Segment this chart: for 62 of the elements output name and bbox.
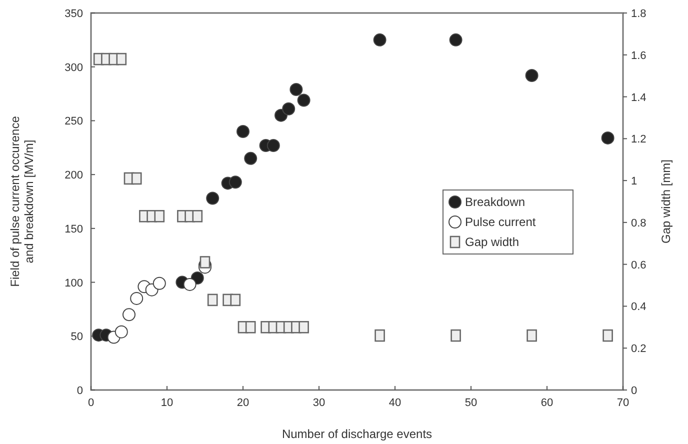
legend-label: Breakdown	[465, 195, 526, 209]
point	[152, 276, 166, 290]
point	[236, 124, 250, 138]
point	[450, 329, 461, 342]
x-tick-label: 10	[160, 397, 174, 409]
point	[130, 292, 144, 305]
point	[245, 321, 256, 334]
x-tick-label: 0	[88, 397, 94, 409]
point	[526, 329, 537, 342]
x-tick-label: 60	[540, 397, 554, 409]
y-tick-label: 250	[64, 116, 83, 128]
x-tick-label: 50	[464, 397, 478, 409]
y2-tick-label: 0.2	[631, 343, 646, 356]
point	[200, 256, 210, 268]
point	[525, 68, 538, 82]
y2-tick-label: 1	[631, 176, 638, 188]
point	[374, 329, 385, 342]
point	[373, 33, 386, 46]
y-axis-title: Field of pulse current occurence and breakdown [MV/m]	[8, 116, 36, 287]
y2-tick-label: 1.4	[631, 92, 646, 104]
legend-label: Gap width	[465, 235, 520, 249]
point	[601, 131, 614, 144]
y-tick-label: 50	[70, 331, 83, 344]
point	[230, 294, 241, 306]
y-tick-label: 0	[76, 385, 83, 397]
y-tick-label: 150	[64, 223, 83, 236]
point	[244, 152, 258, 165]
point	[298, 321, 309, 334]
y-tick-label: 200	[64, 170, 83, 182]
y2-tick-label: 1.6	[631, 50, 646, 62]
y-tick-label: 350	[64, 8, 83, 20]
point	[297, 94, 310, 107]
x-tick-label: 40	[388, 397, 402, 409]
point	[131, 172, 142, 185]
point	[290, 82, 303, 96]
y-tick-label: 300	[64, 62, 83, 74]
point	[282, 102, 296, 116]
x-axis-title: Number of discharge events	[282, 427, 432, 441]
y2-tick-label: 0.6	[631, 259, 646, 272]
y2-tick-label: 0.8	[631, 217, 646, 230]
point	[206, 192, 220, 205]
legend-label: Pulse current	[465, 215, 536, 229]
point	[183, 278, 196, 291]
point	[192, 210, 203, 222]
point	[266, 138, 280, 152]
y2-axis-title: Gap width [mm]	[659, 159, 673, 244]
point	[154, 210, 165, 222]
point	[122, 308, 136, 322]
point	[114, 325, 128, 338]
point	[449, 33, 462, 46]
x-tick-label: 70	[616, 397, 630, 409]
y2-tick-label: 1.2	[631, 134, 646, 146]
point	[116, 52, 127, 66]
x-tick-label: 30	[312, 397, 326, 409]
y-tick-label: 100	[64, 277, 83, 290]
y2-tick-label: 0.4	[631, 301, 646, 314]
y2-tick-label: 1.8	[631, 8, 646, 20]
point	[228, 176, 242, 189]
point	[207, 294, 218, 306]
point	[602, 329, 613, 342]
x-tick-label: 20	[236, 397, 250, 409]
y2-tick-label: 0	[631, 385, 638, 397]
